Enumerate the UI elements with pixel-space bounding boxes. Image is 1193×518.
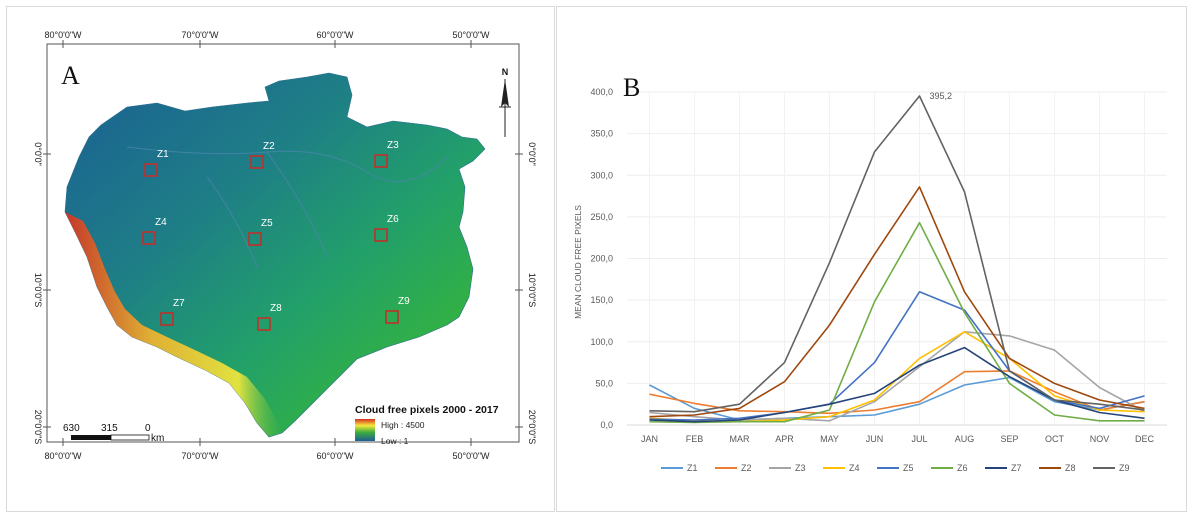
legend-label-z8: Z8: [1065, 463, 1076, 473]
zone-box-z3: [374, 154, 388, 168]
panel-a-letter: A: [61, 61, 80, 90]
x-tick-label-jun: JUN: [866, 434, 884, 444]
map-legend-low: Low : 1: [381, 436, 409, 446]
zone-box-z4: [142, 231, 156, 245]
x-tick-label-oct: OCT: [1045, 434, 1065, 444]
y-tick-label-0: 0,0: [600, 420, 613, 430]
top-coord-label-0: 80°0'0"W: [44, 30, 82, 40]
x-tick-label-nov: NOV: [1090, 434, 1110, 444]
zone-label-z4: Z4: [155, 217, 167, 228]
series-line-z6: [649, 221, 1145, 424]
zone-label-z1: Z1: [157, 149, 169, 160]
x-tick-label-feb: FEB: [686, 434, 704, 444]
zone-label-z2: Z2: [263, 141, 275, 152]
map-legend-title: Cloud free pixels 2000 - 2017: [355, 404, 499, 416]
x-tick-label-dec: DEC: [1135, 434, 1155, 444]
zone-label-z3: Z3: [387, 140, 399, 151]
zone-box-z5: [248, 232, 262, 246]
x-tick-label-aug: AUG: [955, 434, 975, 444]
legend-label-z2: Z2: [741, 463, 752, 473]
legend-label-z4: Z4: [849, 463, 860, 473]
series-line-z7: [649, 346, 1145, 423]
right-coord-label-2: 20°0'0"S: [527, 410, 537, 445]
x-tick-label-apr: APR: [775, 434, 794, 444]
scale-label-315: 315: [101, 423, 118, 434]
left-coord-label-2: 20°0'0"S: [33, 410, 43, 445]
legend-label-z7: Z7: [1011, 463, 1022, 473]
x-tick-label-jan: JAN: [641, 434, 658, 444]
legend-label-z3: Z3: [795, 463, 806, 473]
andes-band: [65, 212, 282, 437]
zone-label-z6: Z6: [387, 214, 399, 225]
y-tick-label-3: 150,0: [590, 295, 613, 305]
top-coord-label-2: 60°0'0"W: [316, 30, 354, 40]
zone-box-z2: [250, 155, 264, 169]
legend-label-z1: Z1: [687, 463, 698, 473]
bottom-coord-label-3: 50°0'0"W: [452, 451, 490, 461]
legend-label-z5: Z5: [903, 463, 914, 473]
map-legend-high: High : 4500: [381, 420, 425, 430]
y-axis-label: MEAN CLOUD FREE PIXELS: [573, 205, 583, 319]
north-label: N: [502, 67, 509, 77]
left-coord-label-1: 10°0'0"S: [33, 273, 43, 308]
top-coord-label-3: 50°0'0"W: [452, 30, 490, 40]
y-tick-label-8: 400,0: [590, 87, 613, 97]
zone-box-z8: [257, 317, 271, 331]
x-tick-label-sep: SEP: [1000, 434, 1018, 444]
legend-label-z9: Z9: [1119, 463, 1130, 473]
map-figure: N Cloud free pixels 2000 - 2017 High : 4…: [33, 30, 537, 461]
zone-label-z9: Z9: [398, 296, 410, 307]
right-coord-label-1: 10°0'0"S: [527, 273, 537, 308]
map-legend-swatch: [355, 419, 375, 441]
right-coord-label-0: 0°0'0": [527, 142, 537, 166]
series-line-z8: [649, 186, 1145, 418]
bottom-coord-label-1: 70°0'0"W: [181, 451, 219, 461]
zone-label-z7: Z7: [173, 298, 185, 309]
top-coord-label-1: 70°0'0"W: [181, 30, 219, 40]
zone-box-z7: [160, 312, 174, 326]
line-chart: 0,0 50,0 100,0 150,0 200,0 250,0 300,0 350,0 400…: [573, 87, 1167, 473]
series-line-z9: [649, 95, 1145, 413]
zone-box-z9: [385, 310, 399, 324]
legend-label-z6: Z6: [957, 463, 968, 473]
scale-bar-black: [71, 435, 111, 440]
panel-b-letter: B: [623, 73, 641, 102]
y-tick-label-5: 250,0: [590, 212, 613, 222]
north-arrow-icon: [499, 79, 511, 137]
rivers: [126, 146, 448, 268]
bottom-coord-label-0: 80°0'0"W: [44, 451, 82, 461]
zone-label-z5: Z5: [261, 218, 273, 229]
y-tick-label-1: 50,0: [595, 378, 613, 388]
x-tick-label-mar: MAR: [730, 434, 751, 444]
left-coord-label-0: 0°0'0": [33, 142, 43, 166]
scale-label-630: 630: [63, 423, 80, 434]
y-tick-label-2: 100,0: [590, 337, 613, 347]
zone-box-z1: [144, 163, 158, 177]
panel-a-map: A: [6, 6, 555, 512]
x-tick-label-jul: JUL: [911, 434, 927, 444]
y-tick-label-7: 350,0: [590, 129, 613, 139]
peak-annotation: 395,2: [930, 91, 953, 101]
scale-label-0: 0: [145, 423, 151, 434]
y-tick-label-4: 200,0: [590, 254, 613, 264]
scale-unit: km: [151, 433, 164, 444]
panel-b-chart: B 0,0 50,0 100,0 150,0 200,0 250,0 300,0 350,0 4…: [556, 6, 1187, 512]
zone-label-z8: Z8: [270, 303, 282, 314]
zone-box-z6: [374, 228, 388, 242]
y-tick-label-6: 300,0: [590, 170, 613, 180]
scale-bar-white: [110, 434, 150, 441]
bottom-coord-label-2: 60°0'0"W: [316, 451, 354, 461]
x-tick-label-may: MAY: [820, 434, 839, 444]
series-line-z3: [649, 330, 1145, 422]
